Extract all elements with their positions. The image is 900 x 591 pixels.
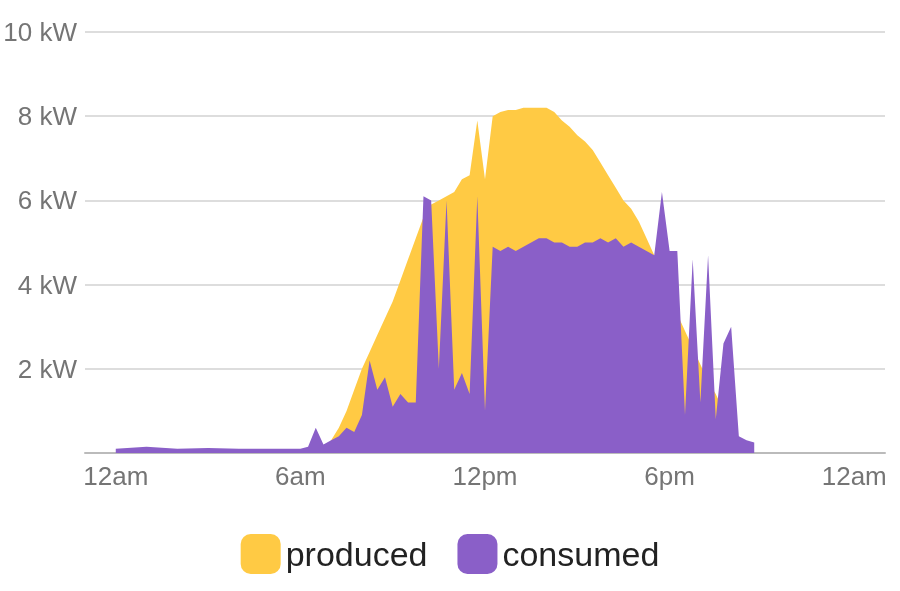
svg-text:6pm: 6pm xyxy=(644,461,695,491)
svg-text:10 kW: 10 kW xyxy=(3,17,77,47)
svg-text:consumed: consumed xyxy=(502,535,659,573)
svg-text:4 kW: 4 kW xyxy=(18,270,78,300)
svg-text:12am: 12am xyxy=(83,461,148,491)
svg-text:6 kW: 6 kW xyxy=(18,185,78,215)
svg-text:12pm: 12pm xyxy=(452,461,517,491)
svg-text:produced: produced xyxy=(286,535,428,573)
svg-text:12am: 12am xyxy=(822,461,887,491)
svg-text:8 kW: 8 kW xyxy=(18,101,78,131)
svg-text:2 kW: 2 kW xyxy=(18,354,78,384)
svg-text:6am: 6am xyxy=(275,461,326,491)
